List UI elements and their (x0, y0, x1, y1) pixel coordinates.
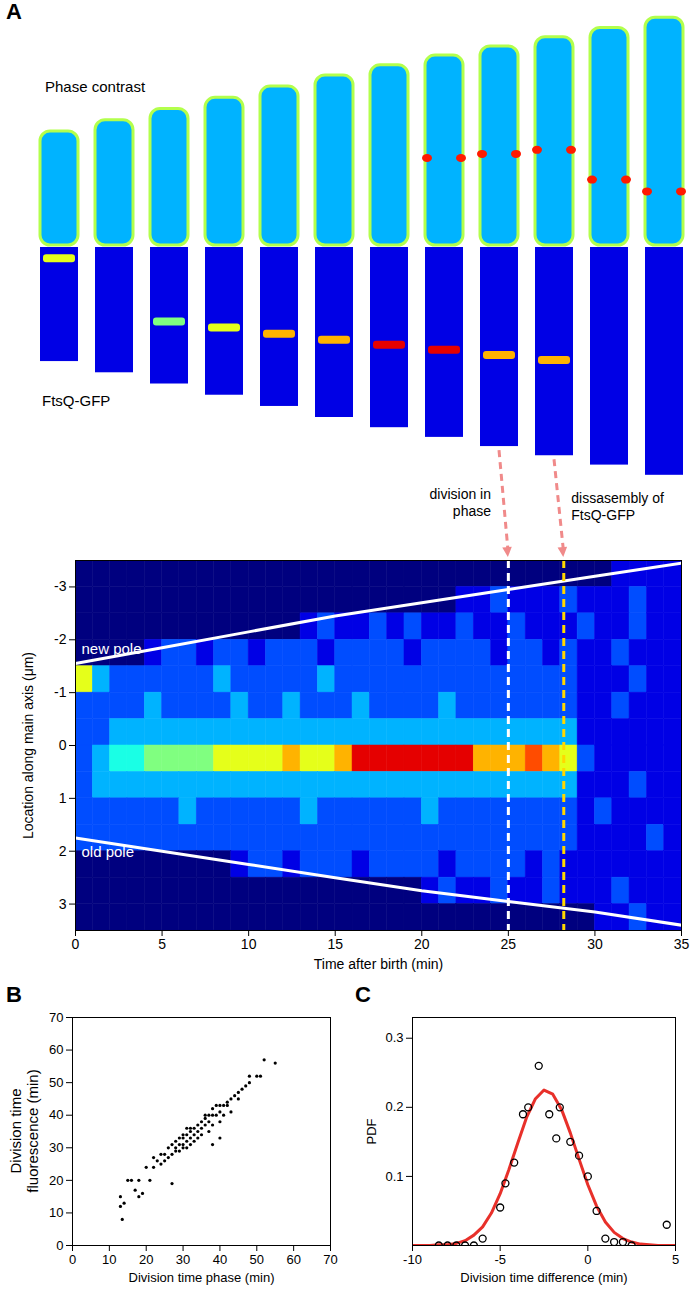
html-text:B: B (6, 982, 22, 1007)
svg-text:20: 20 (139, 1252, 153, 1267)
svg-text:1: 1 (59, 790, 67, 806)
svg-text:40: 40 (49, 1107, 63, 1122)
svg-text:Time after birth (min): Time after birth (min) (314, 956, 443, 972)
html-text:dissasembly of FtsQ-GFP: dissasembly of FtsQ-GFP (571, 490, 664, 524)
html-text:Phase contrast: Phase contrast (45, 78, 146, 95)
html-text:A: A (6, 0, 22, 24)
svg-text:-10: -10 (403, 1252, 422, 1267)
svg-text:10: 10 (241, 936, 257, 952)
svg-text:50: 50 (49, 1075, 63, 1090)
svg-text:0: 0 (56, 1238, 63, 1253)
svg-text:Location along main axis (μm): Location along main axis (μm) (20, 652, 36, 839)
svg-text:50: 50 (250, 1252, 264, 1267)
svg-text:10: 10 (102, 1252, 116, 1267)
svg-text:20: 20 (414, 936, 430, 952)
svg-text:Division time phase (min): Division time phase (min) (129, 1270, 275, 1285)
html-text:division in phase: division in phase (429, 485, 491, 519)
svg-text:40: 40 (213, 1252, 227, 1267)
svg-text:Division time difference (min): Division time difference (min) (460, 1270, 627, 1285)
svg-text:60: 60 (286, 1252, 300, 1267)
svg-text:0: 0 (72, 936, 80, 952)
svg-text:0.2: 0.2 (385, 1099, 403, 1114)
svg-text:10: 10 (49, 1205, 63, 1220)
svg-text:-1: -1 (54, 684, 67, 700)
svg-text:60: 60 (49, 1042, 63, 1057)
svg-text:30: 30 (176, 1252, 190, 1267)
svg-text:5: 5 (672, 1252, 679, 1267)
svg-text:30: 30 (587, 936, 603, 952)
svg-text:-5: -5 (494, 1252, 506, 1267)
svg-text:new pole: new pole (82, 640, 142, 657)
svg-text:15: 15 (327, 936, 343, 952)
svg-text:-2: -2 (54, 631, 67, 647)
svg-text:0.3: 0.3 (385, 1030, 403, 1045)
svg-text:70: 70 (49, 1010, 63, 1025)
html-text:C: C (355, 982, 371, 1007)
svg-text:PDF: PDF (364, 1118, 379, 1144)
svg-text:3: 3 (59, 896, 67, 912)
svg-text:0.1: 0.1 (385, 1169, 403, 1184)
svg-text:5: 5 (158, 936, 166, 952)
svg-text:2: 2 (59, 843, 67, 859)
svg-text:70: 70 (323, 1252, 337, 1267)
svg-text:20: 20 (49, 1173, 63, 1188)
html-text:Division time fluorescence (mi: Division time fluorescence (min) (7, 1069, 41, 1193)
svg-text:0: 0 (584, 1252, 591, 1267)
svg-text:0: 0 (69, 1252, 76, 1267)
svg-text:-3: -3 (54, 578, 67, 594)
svg-text:35: 35 (674, 936, 690, 952)
svg-text:25: 25 (501, 936, 517, 952)
svg-text:0: 0 (59, 737, 67, 753)
svg-text:30: 30 (49, 1140, 63, 1155)
svg-text:old pole: old pole (82, 843, 135, 860)
html-text:FtsQ-GFP: FtsQ-GFP (42, 392, 111, 409)
